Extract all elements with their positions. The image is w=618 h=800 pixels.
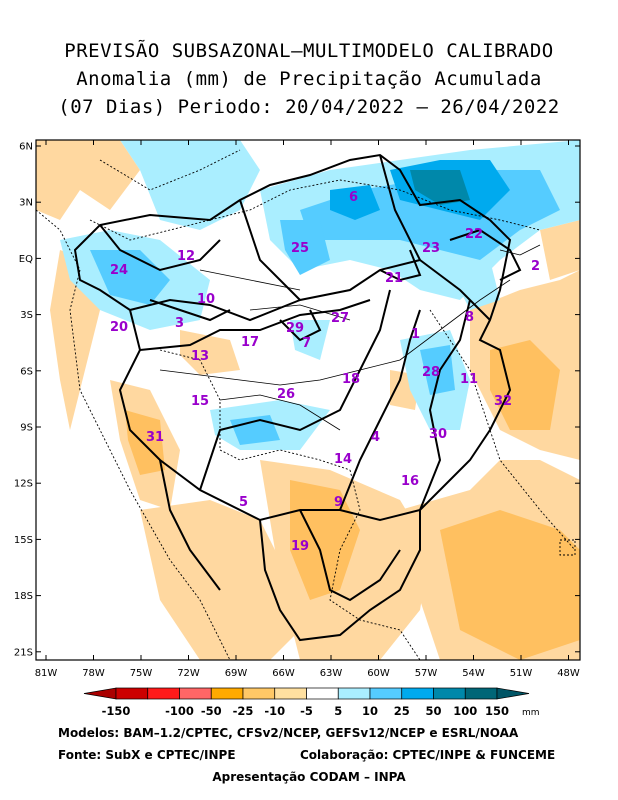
basin-label: 15 <box>191 394 209 409</box>
lat-label: 6S <box>20 366 33 377</box>
legend-swatch <box>306 687 339 700</box>
lon-label: 57W <box>415 668 438 679</box>
legend-label: -50 <box>201 704 222 718</box>
precipitation-anomaly-map: 1 2 3 4 5 6 7 8 9 10 11 12 13 14 15 16 1… <box>14 139 581 679</box>
lon-label: 51W <box>510 668 533 679</box>
basin-labels: 1 2 3 4 5 6 7 8 9 10 11 12 13 14 15 16 1… <box>110 190 540 554</box>
basin-label: 29 <box>286 321 304 336</box>
lat-label: 21S <box>14 647 33 658</box>
lon-label: 66W <box>272 668 295 679</box>
legend-label: -5 <box>300 704 313 718</box>
legend-swatch <box>147 687 180 700</box>
basin-label: 27 <box>331 311 349 326</box>
legend-label: 50 <box>425 704 441 718</box>
basin-label: 32 <box>494 394 512 409</box>
basin-label: 2 <box>531 259 540 274</box>
legend-swatch <box>210 687 244 700</box>
lat-label: 3S <box>20 310 33 321</box>
legend-label: 150 <box>485 704 509 718</box>
legend-swatch <box>464 687 498 700</box>
legend-arrow-right <box>496 687 530 700</box>
basin-label: 22 <box>465 227 483 242</box>
lon-label: 81W <box>35 668 58 679</box>
basin-label: 24 <box>110 263 128 278</box>
basin-label: 30 <box>429 427 447 442</box>
title-line-2: Anomalia (mm) de Precipitação Acumulada <box>76 68 542 90</box>
legend-label: 10 <box>362 704 378 718</box>
legend-swatch <box>242 687 276 700</box>
lon-label: 60W <box>367 668 390 679</box>
lon-label: 75W <box>130 668 153 679</box>
basin-label: 8 <box>465 310 474 325</box>
legend-label: 100 <box>453 704 477 718</box>
legend-label: -10 <box>264 704 285 718</box>
basin-label: 11 <box>460 372 478 387</box>
map-frame <box>35 139 581 661</box>
basin-label: 25 <box>291 241 309 256</box>
title-line-3: (07 Dias) Periodo: 20/04/2022 – 26/04/20… <box>58 96 560 118</box>
basin-label: 13 <box>191 349 209 364</box>
lon-label: 63W <box>320 668 343 679</box>
basin-label: 23 <box>422 241 440 256</box>
lat-label: 6N <box>19 142 33 153</box>
basin-label: 20 <box>110 320 128 335</box>
legend-unit: mm <box>522 708 540 718</box>
credits-models: Modelos: BAM–1.2/CPTEC, CFSv2/NCEP, GEFS… <box>58 726 519 740</box>
basin-label: 4 <box>371 430 380 445</box>
lon-label: 78W <box>82 668 105 679</box>
basin-label: 3 <box>175 316 184 331</box>
legend-swatch <box>433 687 466 700</box>
basin-label: 9 <box>334 495 343 510</box>
basin-label: 10 <box>197 292 215 307</box>
basin-label: 6 <box>349 190 358 205</box>
legend-swatch <box>115 687 149 700</box>
legend-swatch <box>179 687 212 700</box>
legend-label: -100 <box>165 704 194 718</box>
lat-label: 12S <box>14 479 33 490</box>
longitude-axis: 81W 78W 75W 72W 69W 66W 63W 60W 57W 54W 51W 48W <box>35 140 580 679</box>
lon-label: 48W <box>557 668 580 679</box>
credits-presentation: Apresentação CODAM – INPA <box>212 770 406 784</box>
basin-label: 1 <box>411 327 420 342</box>
color-legend: -150 -100 -50 -25 -10 -5 5 10 25 50 100 150 mm <box>83 687 540 718</box>
legend-label: 5 <box>334 704 342 718</box>
legend-arrow-left <box>83 687 117 700</box>
basin-label: 26 <box>277 387 295 402</box>
credits-collaboration: Colaboração: CPTEC/INPE & FUNCEME <box>300 748 556 762</box>
basin-label: 18 <box>342 372 360 387</box>
lon-label: 69W <box>225 668 248 679</box>
lat-label: EQ <box>19 254 33 265</box>
lat-label: 9S <box>20 423 33 434</box>
legend-label: 25 <box>394 704 410 718</box>
legend-swatch <box>401 687 434 700</box>
lon-label: 54W <box>462 668 485 679</box>
lon-label: 72W <box>177 668 200 679</box>
basin-outlines <box>73 153 522 642</box>
title-line-1: PREVISÃO SUBSAZONAL–MULTIMODELO CALIBRAD… <box>64 40 554 62</box>
legend-label: -150 <box>102 704 131 718</box>
basin-label: 31 <box>146 430 164 445</box>
legend-swatch <box>337 687 371 700</box>
basin-label: 28 <box>422 365 440 380</box>
basin-label: 21 <box>385 271 403 286</box>
legend-swatch <box>369 687 403 700</box>
lat-label: 3N <box>19 198 33 209</box>
latitude-axis: 6N 3N EQ 3S 6S 9S 12S 15S 18S 21S <box>14 142 580 658</box>
basin-label: 5 <box>239 495 248 510</box>
basin-label: 16 <box>401 474 419 489</box>
basin-label: 19 <box>291 539 309 554</box>
lat-label: 18S <box>14 591 33 602</box>
legend-label: -25 <box>233 704 254 718</box>
basin-label: 12 <box>177 249 195 264</box>
rivers <box>159 244 541 431</box>
basin-label: 17 <box>241 335 259 350</box>
legend-swatch <box>274 687 307 700</box>
credits-source: Fonte: SubX e CPTEC/INPE <box>58 748 236 762</box>
basin-label: 7 <box>302 336 311 351</box>
lat-label: 15S <box>14 535 33 546</box>
country-borders <box>35 149 576 661</box>
basin-label: 14 <box>334 452 352 467</box>
